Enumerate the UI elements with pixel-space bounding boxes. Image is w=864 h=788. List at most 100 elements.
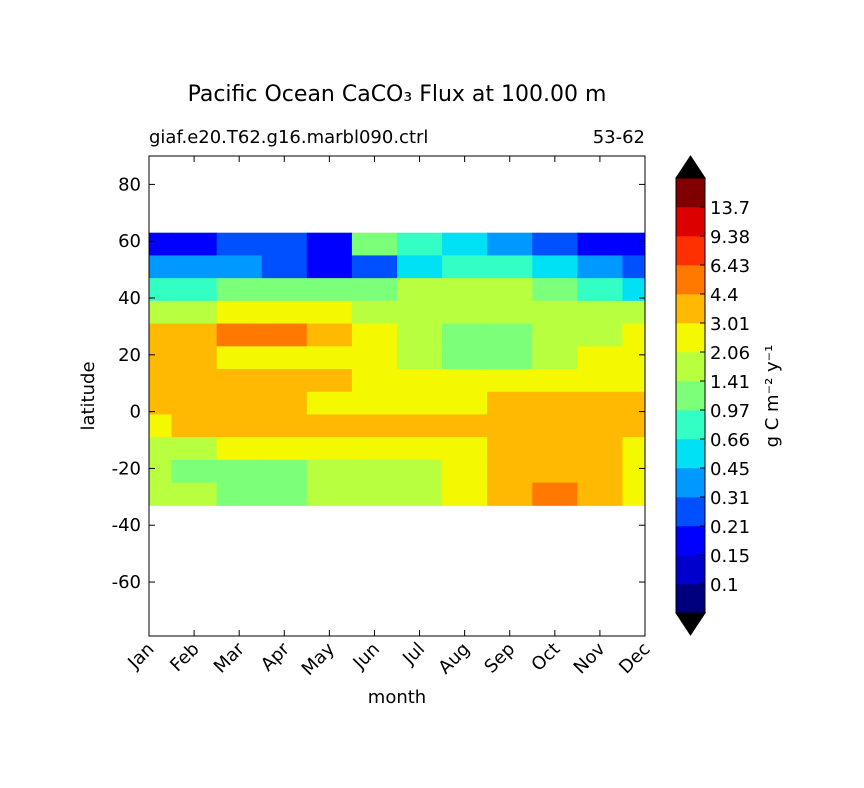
colorbar-box: [676, 265, 705, 295]
contour-cell: [171, 346, 218, 370]
contour-cell: [397, 278, 443, 302]
contour-cell: [487, 482, 533, 506]
contour-cell: [622, 323, 646, 347]
contour-cell: [622, 278, 646, 302]
contour-cell: [442, 278, 488, 302]
contour-cell: [351, 300, 398, 325]
contour-cell: [149, 232, 173, 256]
colorbar-box: [676, 178, 705, 208]
contour-cell: [171, 391, 218, 415]
contour-cell: [216, 255, 263, 279]
contour-cell: [442, 437, 488, 461]
contour-cell: [397, 232, 443, 256]
contour-cell: [149, 437, 173, 461]
y-tick-label: 40: [118, 288, 141, 309]
contour-cell: [577, 369, 623, 393]
contour-cell: [216, 437, 263, 461]
contour-cell: [532, 323, 578, 347]
contour-cell: [622, 300, 646, 325]
contour-cell: [622, 369, 646, 393]
contour-cell: [622, 346, 646, 370]
contour-cell: [397, 391, 443, 415]
contour-cell: [442, 459, 488, 484]
colorbar-frame: [675, 177, 706, 614]
contour-cell: [149, 300, 173, 325]
subtitle-left: giaf.e20.T62.g16.marbl090.ctrl: [149, 127, 428, 148]
contour-cell: [149, 391, 173, 415]
colorbar-tick-label: 0.21: [710, 517, 750, 538]
contour-cell: [171, 232, 218, 256]
colorbar-box: [676, 468, 705, 498]
colorbar-box: [676, 526, 705, 556]
contour-cell: [577, 323, 623, 347]
contour-cell: [622, 255, 646, 279]
y-axis-label: latitude: [78, 361, 99, 430]
plot-frame: [148, 155, 646, 637]
contour-cell: [261, 323, 308, 347]
contour-cell: [442, 391, 488, 415]
contour-cell: [216, 482, 263, 506]
contour-cell: [216, 323, 263, 347]
colorbar-box: [676, 236, 705, 266]
contour-cell: [397, 346, 443, 370]
colorbar-box: [676, 584, 705, 614]
colorbar-box: [676, 439, 705, 469]
contour-cell: [487, 323, 533, 347]
contour-cell: [577, 300, 623, 325]
colorbar-tick-label: 3.01: [710, 314, 750, 335]
colorbar-tick-label: 9.38: [710, 227, 750, 248]
subtitle-right: 53-62: [593, 127, 645, 148]
colorbar-tick-label: 6.43: [710, 256, 750, 277]
contour-cell: [397, 437, 443, 461]
colorbar-tick-label: 0.1: [710, 575, 739, 596]
contour-cell: [149, 482, 173, 506]
contour-cell: [171, 323, 218, 347]
contour-cell: [351, 414, 398, 438]
contour-cell: [577, 391, 623, 415]
contour-cell: [306, 346, 353, 370]
contour-cell: [532, 300, 578, 325]
contour-cell: [216, 278, 263, 302]
contour-cell: [397, 459, 443, 484]
contour-cell: [487, 232, 533, 256]
colorbar-tick-label: 13.7: [710, 198, 750, 219]
contour-cell: [216, 369, 263, 393]
contour-cell: [261, 414, 308, 438]
contour-cell: [171, 369, 218, 393]
colorbar-box: [676, 207, 705, 237]
contour-cell: [397, 255, 443, 279]
colorbar-box: [676, 497, 705, 527]
contour-cell: [261, 369, 308, 393]
contour-cell: [442, 300, 488, 325]
contour-cell: [351, 255, 398, 279]
contour-cell: [306, 459, 353, 484]
contour-cell: [487, 369, 533, 393]
y-tick-label: -40: [112, 515, 141, 536]
contour-cell: [397, 323, 443, 347]
contour-cell: [622, 459, 646, 484]
contour-cell: [261, 255, 308, 279]
contour-cell: [216, 232, 263, 256]
contour-cell: [397, 414, 443, 438]
contour-cell: [149, 459, 173, 484]
contour-cell: [487, 278, 533, 302]
contour-cell: [351, 323, 398, 347]
contour-cell: [442, 323, 488, 347]
x-axis-label: month: [368, 687, 426, 708]
contour-cell: [171, 459, 218, 484]
contour-cell: [351, 482, 398, 506]
contour-cell: [532, 369, 578, 393]
contour-cell: [306, 323, 353, 347]
contour-cell: [306, 300, 353, 325]
contour-cell: [261, 232, 308, 256]
contour-cell: [149, 346, 173, 370]
contour-cell: [532, 414, 578, 438]
contour-cell: [216, 414, 263, 438]
contour-cell: [149, 278, 173, 302]
contour-cell: [306, 437, 353, 461]
contour-cell: [442, 482, 488, 506]
contour-cell: [622, 414, 646, 438]
contour-cell: [351, 391, 398, 415]
colorbar-tick-label: 0.66: [710, 430, 750, 451]
